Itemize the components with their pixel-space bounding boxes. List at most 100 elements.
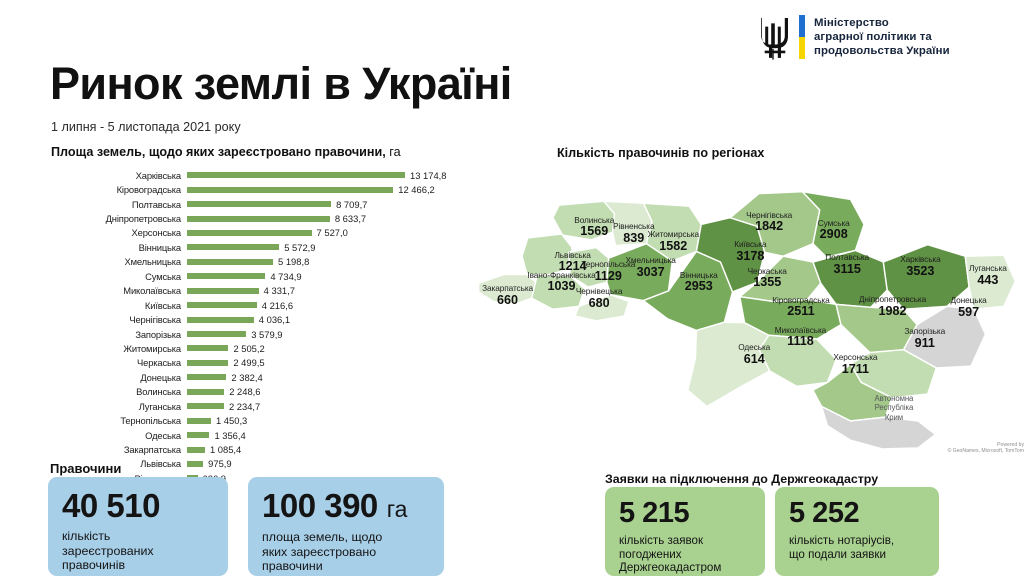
bar[interactable] (187, 446, 205, 453)
bar-category-label: Запорізька (135, 328, 181, 340)
bar-value-label: 13 174,8 (410, 169, 447, 181)
bar-value-label: 8 709,7 (336, 198, 368, 210)
bar[interactable] (187, 258, 274, 265)
bar[interactable] (187, 460, 204, 467)
bar-row: Запорізька 3 579,9 (48, 327, 478, 341)
bar-track: 1 085,4 (187, 442, 478, 456)
bar[interactable] (187, 201, 332, 208)
bar-track: 4 734,9 (187, 269, 478, 283)
bar[interactable] (187, 345, 229, 352)
bar[interactable] (187, 374, 227, 381)
bar[interactable] (187, 229, 312, 236)
bar-value-label: 1 085,4 (209, 444, 242, 456)
bar-value-label: 4 734,9 (270, 270, 302, 282)
bar-row: Черкаська 2 499,5 (48, 356, 478, 370)
bar-row: Харківська 13 174,8 (48, 168, 478, 182)
bar-category-label: Закарпатська (123, 444, 181, 456)
page-title: Ринок землі в Україні (50, 58, 512, 109)
bar-row: Кіровоградська 12 466,2 (48, 182, 478, 196)
map-region-luhanska[interactable] (964, 254, 1017, 311)
bar-track: 13 174,8 (187, 168, 478, 182)
bar-category-label: Чернігівська (129, 314, 181, 326)
bar-track: 5 572,9 (187, 240, 478, 254)
bar-track: 2 505,2 (187, 341, 478, 355)
bar[interactable] (187, 186, 394, 193)
stat-card-deals-count: 40 510 кількість зареєстрованих правочин… (48, 477, 228, 576)
stat-card-deals-area: 100 390 га площа земель, щодо яких зареє… (248, 477, 444, 576)
bar-track: 12 466,2 (187, 182, 478, 196)
date-range: 1 липня - 5 листопада 2021 року (51, 120, 241, 134)
bar-row: Херсонська 7 527,0 (48, 226, 478, 240)
bar-row: Волинська 2 248,6 (48, 385, 478, 399)
bar[interactable] (187, 388, 225, 395)
map-region-chernivetska[interactable] (574, 293, 630, 322)
bar-row: Сумська 4 734,9 (48, 269, 478, 283)
bar[interactable] (187, 316, 254, 323)
map-attribution: Powered by © GeoNames, Microsoft, TomTom (947, 442, 1024, 455)
bar-category-label: Херсонська (131, 227, 182, 239)
bar[interactable] (187, 172, 405, 179)
map-region-krym[interactable] (820, 405, 937, 450)
bar-value-label: 2 499,5 (233, 357, 265, 369)
bar-category-label: Львівська (140, 458, 181, 470)
ukraine-trident-icon (758, 18, 788, 60)
bar-value-label: 5 198,8 (278, 256, 310, 268)
map-title: Кількість правочинів по регіонах (557, 146, 765, 160)
map-region-volynska[interactable] (552, 200, 616, 241)
bar-category-label: Дніпропетровська (105, 213, 182, 225)
bar-category-label: Житомирська (123, 342, 181, 354)
bar-track: 5 198,8 (187, 255, 478, 269)
bar-row: Дніпропетровська 8 633,7 (48, 211, 478, 225)
bar[interactable] (187, 331, 247, 338)
stat-card-number-row: 40 510 (62, 489, 214, 522)
regions-choropleth-map: Волинська 1569 Рівненська 839 Житомирська 158… (470, 165, 1024, 465)
bar-category-label: Миколаївська (123, 285, 181, 297)
map-region-lvivska[interactable] (521, 233, 573, 278)
map-region-zhytomyrska[interactable] (642, 202, 702, 262)
bar-row: Житомирська 2 505,2 (48, 341, 478, 355)
bar[interactable] (187, 432, 210, 439)
bar[interactable] (187, 273, 266, 280)
bar[interactable] (187, 417, 211, 424)
bar-value-label: 2 505,2 (233, 342, 265, 354)
bar[interactable] (187, 403, 224, 410)
bar-row: Чернігівська 4 036,1 (48, 312, 478, 326)
bar-value-label: 2 248,6 (229, 386, 261, 398)
bar[interactable] (187, 359, 229, 366)
bar-category-label: Одеська (145, 429, 181, 441)
bar[interactable] (187, 244, 280, 251)
stat-card-number: 100 390 (262, 487, 378, 524)
bar-category-label: Харківська (135, 169, 181, 181)
map-region-odeska[interactable] (686, 321, 771, 408)
stat-card-number: 5 215 (619, 497, 690, 529)
bar-value-label: 12 466,2 (398, 184, 435, 196)
ministry-logo: Міністерство аграрної політики та продов… (756, 14, 950, 60)
bar-value-label: 1 450,3 (215, 415, 248, 427)
map-region-mykolaivska[interactable] (758, 334, 837, 388)
map-region-kharkivska[interactable] (882, 243, 970, 310)
bar[interactable] (187, 287, 259, 294)
bar-track: 4 216,6 (187, 298, 478, 312)
map-region-dnipropetrovska[interactable] (835, 303, 918, 354)
bar-category-label: Тернопільська (120, 415, 181, 427)
stat-card-unit: га (386, 496, 408, 522)
bar-value-label: 5 572,9 (284, 241, 316, 253)
bar[interactable] (187, 215, 330, 222)
bar[interactable] (187, 302, 257, 309)
stat-card-number: 40 510 (62, 487, 160, 524)
bar-value-label: 1 356,4 (214, 429, 246, 441)
bar-chart-title-text: Площа земель, щодо яких зареєстровано пр… (51, 145, 386, 159)
bar-track: 7 527,0 (187, 226, 478, 240)
bar-track: 2 499,5 (187, 356, 478, 370)
bar-row: Одеська 1 356,4 (48, 428, 478, 442)
stat-card-caption: площа земель, щодо яких зареєстровано пр… (262, 530, 383, 574)
map-region-zakarpatska[interactable] (477, 273, 539, 306)
bar-category-label: Сумська (145, 270, 181, 282)
bar-category-label: Київська (144, 299, 181, 311)
bar-track: 8 709,7 (187, 197, 478, 211)
map-region-poltavska[interactable] (812, 249, 888, 309)
bar-track: 4 331,7 (187, 284, 478, 298)
deals-section-title: Правочини (50, 461, 122, 476)
bar-track: 1 356,4 (187, 428, 478, 442)
